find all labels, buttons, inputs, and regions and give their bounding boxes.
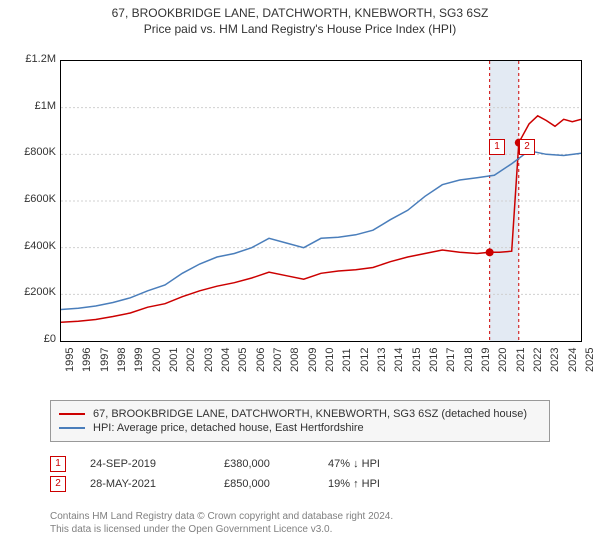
x-tick-label: 2003 bbox=[203, 348, 215, 372]
legend-row: HPI: Average price, detached house, East… bbox=[59, 422, 541, 434]
chart-area: 12 £0£200K£400K£600K£800K£1M£1.2M 199519… bbox=[10, 50, 590, 380]
chart-title-subtitle: Price paid vs. HM Land Registry's House … bbox=[0, 22, 600, 36]
transaction-row: 1 24-SEP-2019 £380,000 47% ↓ HPI bbox=[50, 456, 550, 472]
y-tick-label: £0 bbox=[6, 333, 56, 345]
x-tick-label: 2008 bbox=[289, 348, 301, 372]
x-tick-label: 2001 bbox=[168, 348, 180, 372]
x-tick-label: 2012 bbox=[359, 348, 371, 372]
x-tick-label: 2006 bbox=[255, 348, 267, 372]
x-tick-label: 2002 bbox=[185, 348, 197, 372]
x-tick-label: 1998 bbox=[116, 348, 128, 372]
x-tick-label: 2010 bbox=[324, 348, 336, 372]
x-tick-label: 1996 bbox=[81, 348, 93, 372]
x-tick-label: 2024 bbox=[567, 348, 579, 372]
y-tick-label: £1.2M bbox=[6, 53, 56, 65]
footer-line1: Contains HM Land Registry data © Crown c… bbox=[50, 510, 570, 523]
x-tick-label: 2004 bbox=[220, 348, 232, 372]
transaction-marker: 2 bbox=[50, 476, 66, 492]
transactions-table: 1 24-SEP-2019 £380,000 47% ↓ HPI 2 28-MAY-202… bbox=[50, 452, 550, 496]
x-tick-label: 2014 bbox=[393, 348, 405, 372]
x-tick-label: 2023 bbox=[549, 348, 561, 372]
marker-label-2: 2 bbox=[519, 139, 535, 155]
y-tick-label: £800K bbox=[6, 146, 56, 158]
footer-line2: This data is licensed under the Open Gov… bbox=[50, 523, 570, 536]
x-tick-label: 1997 bbox=[99, 348, 111, 372]
plot-area: 12 bbox=[60, 60, 582, 342]
plot-svg bbox=[61, 61, 581, 341]
x-tick-label: 2005 bbox=[237, 348, 249, 372]
transaction-delta: 19% ↑ HPI bbox=[328, 478, 418, 490]
y-tick-label: £400K bbox=[6, 240, 56, 252]
x-tick-label: 1999 bbox=[133, 348, 145, 372]
legend-swatch bbox=[59, 413, 85, 415]
transaction-dot-1 bbox=[486, 248, 494, 256]
legend-swatch bbox=[59, 427, 85, 429]
y-tick-label: £600K bbox=[6, 193, 56, 205]
transaction-price: £380,000 bbox=[224, 458, 304, 470]
y-tick-label: £200K bbox=[6, 286, 56, 298]
x-tick-label: 2009 bbox=[307, 348, 319, 372]
footer-attribution: Contains HM Land Registry data © Crown c… bbox=[50, 510, 570, 536]
chart-title-address: 67, BROOKBRIDGE LANE, DATCHWORTH, KNEBWO… bbox=[0, 6, 600, 20]
transaction-date: 28-MAY-2021 bbox=[90, 478, 200, 490]
x-tick-label: 2011 bbox=[341, 348, 353, 372]
transaction-row: 2 28-MAY-2021 £850,000 19% ↑ HPI bbox=[50, 476, 550, 492]
x-tick-label: 2015 bbox=[411, 348, 423, 372]
x-tick-label: 1995 bbox=[64, 348, 76, 372]
legend-label: HPI: Average price, detached house, East… bbox=[93, 422, 364, 434]
transaction-price: £850,000 bbox=[224, 478, 304, 490]
transaction-delta: 47% ↓ HPI bbox=[328, 458, 418, 470]
x-tick-label: 2007 bbox=[272, 348, 284, 372]
legend-box: 67, BROOKBRIDGE LANE, DATCHWORTH, KNEBWO… bbox=[50, 400, 550, 442]
x-tick-label: 2016 bbox=[428, 348, 440, 372]
x-tick-label: 2013 bbox=[376, 348, 388, 372]
legend-row: 67, BROOKBRIDGE LANE, DATCHWORTH, KNEBWO… bbox=[59, 408, 541, 420]
x-tick-label: 2021 bbox=[515, 348, 527, 372]
x-tick-label: 2020 bbox=[497, 348, 509, 372]
x-tick-label: 2025 bbox=[584, 348, 596, 372]
x-tick-label: 2017 bbox=[445, 348, 457, 372]
x-tick-label: 2018 bbox=[463, 348, 475, 372]
transaction-date: 24-SEP-2019 bbox=[90, 458, 200, 470]
x-tick-label: 2022 bbox=[532, 348, 544, 372]
x-tick-label: 2000 bbox=[151, 348, 163, 372]
marker-label-1: 1 bbox=[489, 139, 505, 155]
y-tick-label: £1M bbox=[6, 100, 56, 112]
legend-label: 67, BROOKBRIDGE LANE, DATCHWORTH, KNEBWO… bbox=[93, 408, 527, 420]
x-tick-label: 2019 bbox=[480, 348, 492, 372]
transaction-marker: 1 bbox=[50, 456, 66, 472]
